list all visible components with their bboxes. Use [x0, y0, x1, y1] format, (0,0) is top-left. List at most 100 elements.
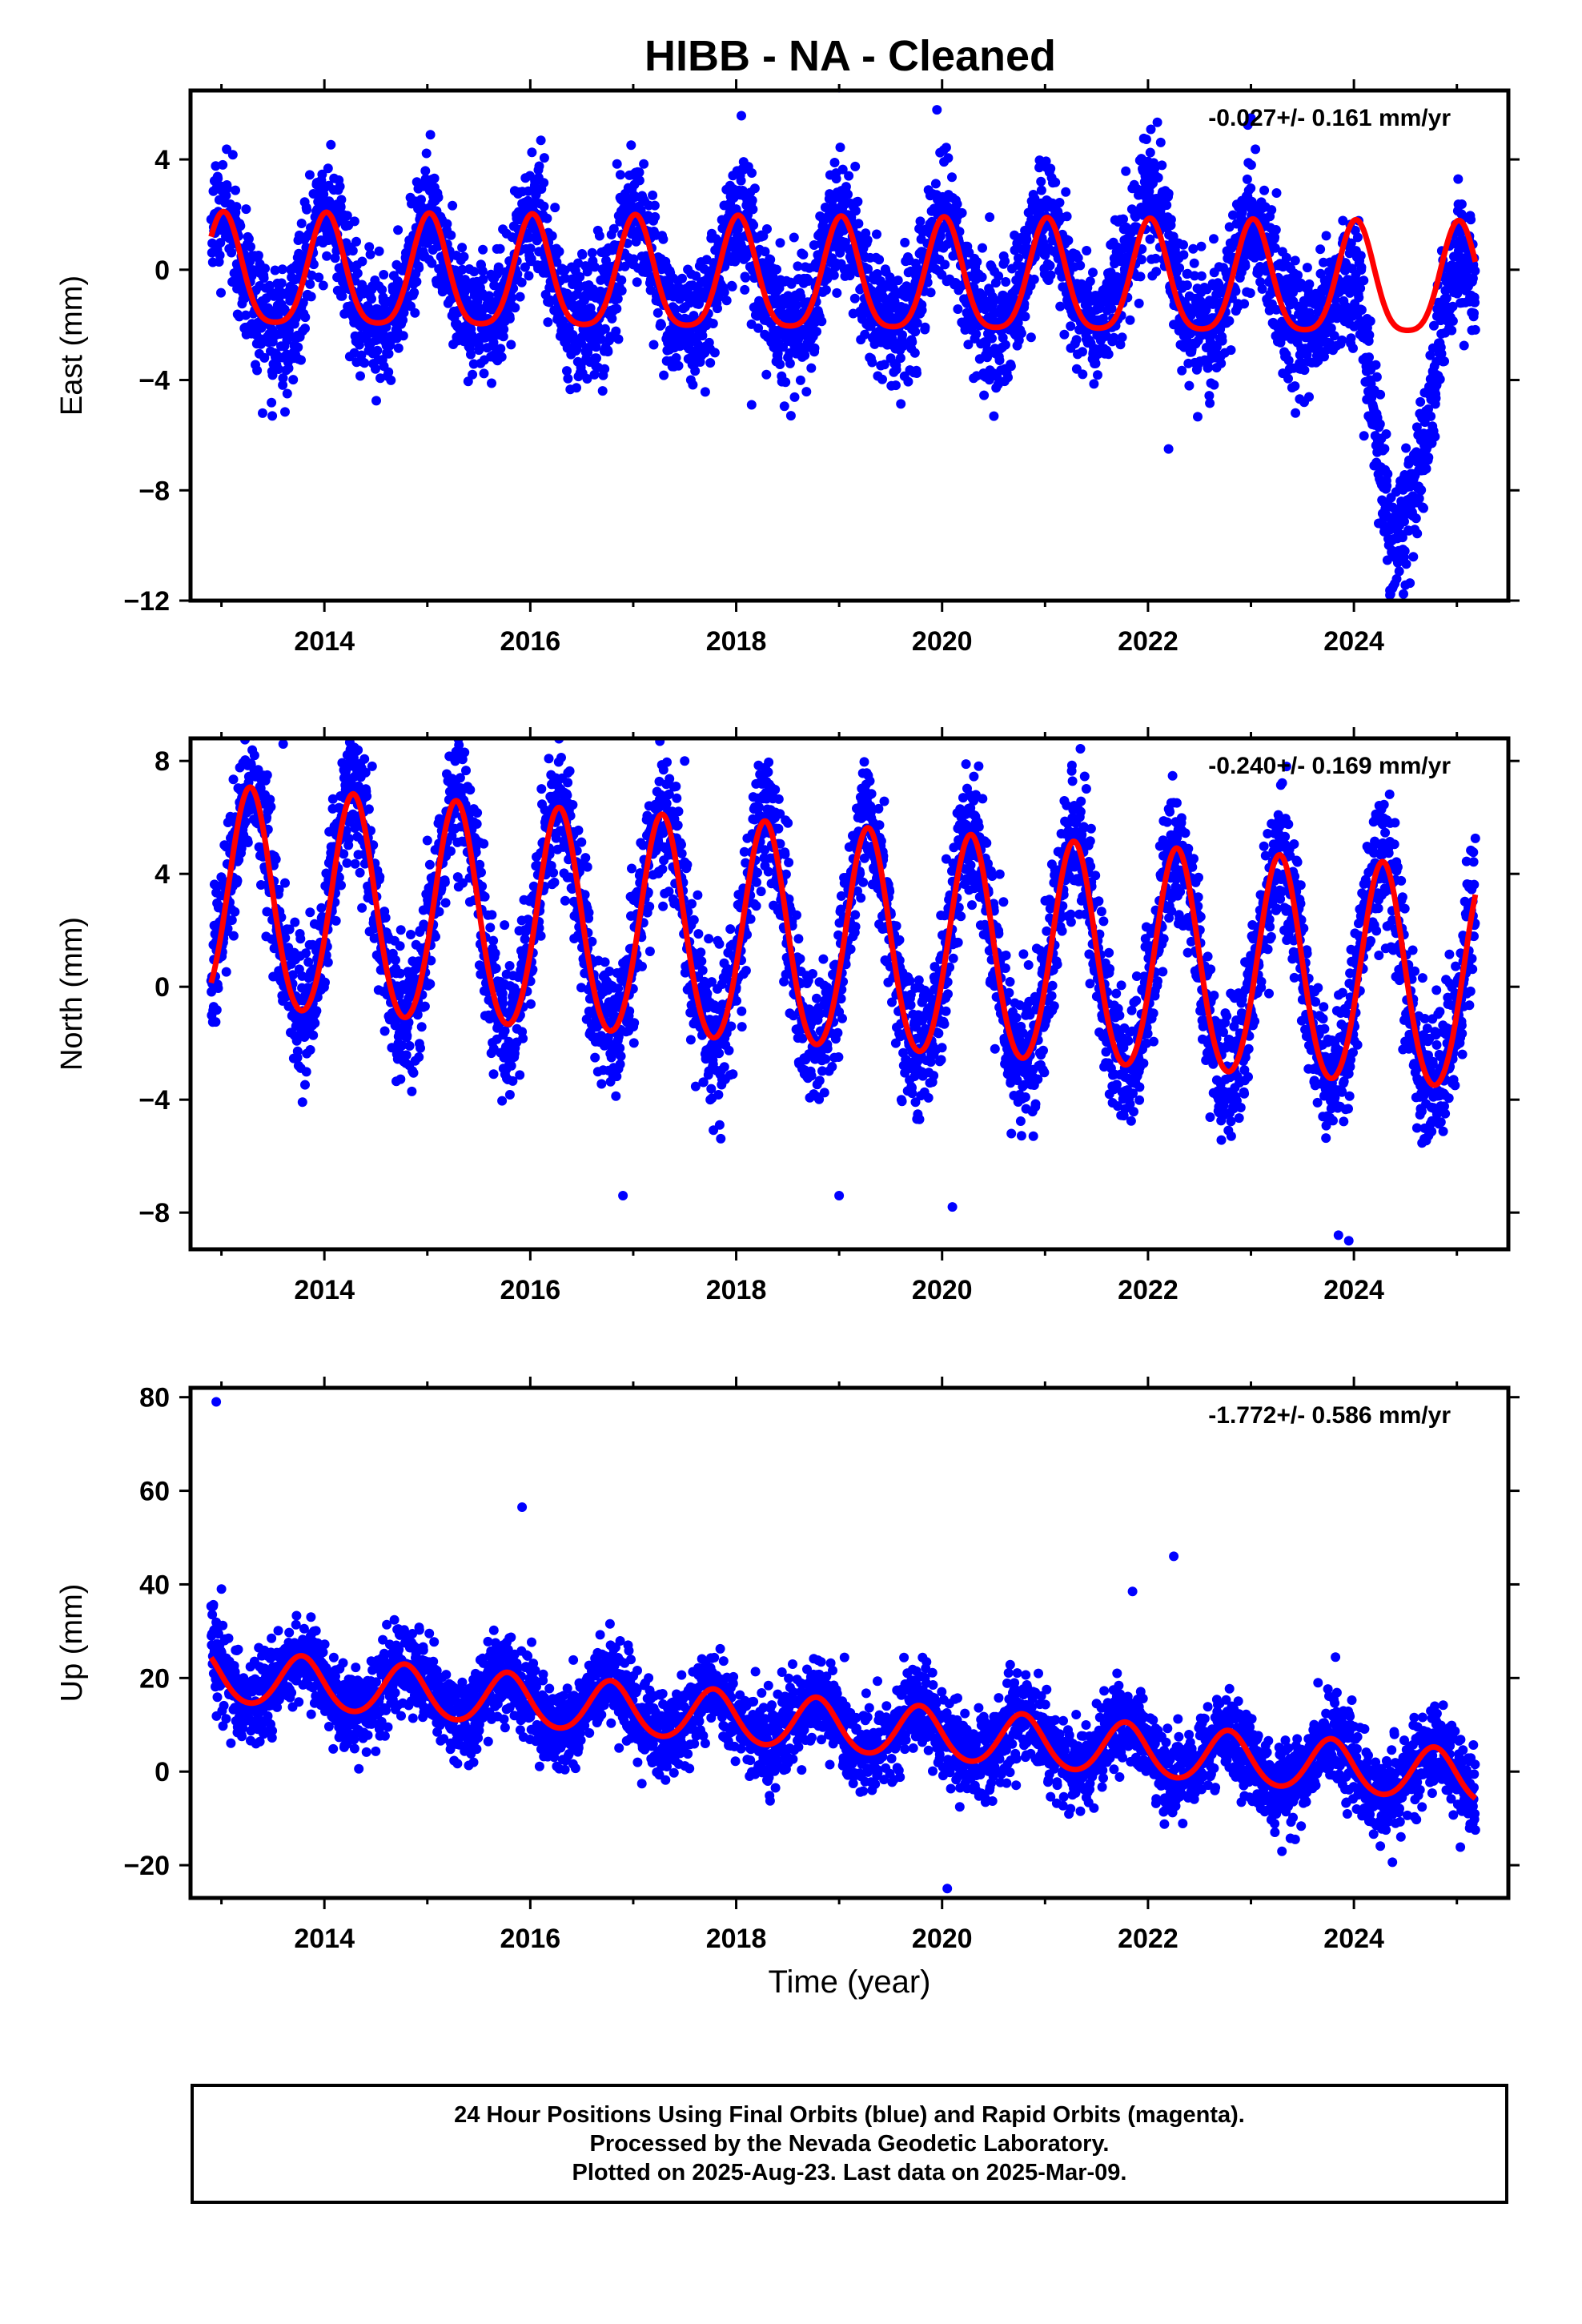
- data-point: [442, 219, 452, 229]
- data-point: [375, 872, 385, 882]
- data-point: [597, 386, 608, 396]
- data-point: [363, 804, 374, 814]
- data-point: [520, 262, 530, 272]
- data-point: [222, 183, 232, 194]
- data-point: [318, 280, 328, 291]
- data-point: [612, 159, 622, 169]
- data-point: [305, 1045, 315, 1055]
- data-point: [628, 254, 639, 264]
- data-point: [891, 364, 901, 375]
- data-point: [524, 232, 534, 243]
- data-point: [1121, 166, 1131, 176]
- data-points: [206, 90, 1480, 601]
- x-tick-label: 2022: [1118, 626, 1178, 657]
- data-point: [779, 401, 789, 412]
- data-point: [398, 331, 408, 341]
- data-point: [829, 270, 839, 280]
- data-point: [658, 234, 669, 244]
- data-point: [1382, 480, 1392, 491]
- y-tick-label: −12: [123, 586, 170, 617]
- data-point: [963, 340, 974, 350]
- data-point: [863, 263, 873, 274]
- data-point: [634, 175, 644, 186]
- data-point: [478, 274, 488, 284]
- data-point: [457, 243, 468, 253]
- data-point: [930, 179, 941, 189]
- data-point: [860, 329, 870, 340]
- data-point: [749, 220, 759, 231]
- data-point: [1125, 315, 1135, 325]
- data-point: [634, 167, 644, 178]
- data-point: [507, 292, 517, 303]
- data-point: [1046, 163, 1056, 174]
- data-point: [773, 348, 783, 359]
- data-point: [589, 262, 600, 272]
- data-point: [709, 348, 720, 358]
- data-point: [308, 259, 319, 270]
- data-point: [1166, 215, 1176, 225]
- data-point: [849, 293, 860, 304]
- data-point: [277, 264, 287, 275]
- data-point: [947, 172, 957, 183]
- data-point: [1224, 316, 1235, 326]
- data-point: [616, 275, 627, 285]
- data-point: [740, 284, 750, 295]
- data-point: [900, 237, 910, 247]
- data-point: [320, 977, 330, 987]
- data-point: [1281, 252, 1291, 263]
- data-point: [1001, 277, 1011, 287]
- data-point: [1217, 336, 1227, 346]
- data-point: [1315, 244, 1326, 255]
- data-point: [468, 369, 478, 380]
- data-point: [379, 270, 389, 279]
- data-point: [323, 163, 333, 174]
- data-point: [353, 745, 363, 755]
- data-point: [650, 211, 661, 222]
- data-point: [305, 907, 315, 918]
- data-point: [645, 285, 656, 296]
- data-point: [1290, 255, 1300, 266]
- data-point: [677, 273, 687, 283]
- data-point: [1430, 432, 1440, 442]
- data-point: [762, 224, 772, 234]
- data-point: [416, 195, 426, 205]
- data-point: [1259, 185, 1270, 195]
- data-point: [1346, 333, 1356, 344]
- data-point: [671, 352, 681, 363]
- data-point: [249, 750, 259, 761]
- data-point: [1354, 292, 1364, 303]
- data-point: [589, 369, 600, 380]
- data-point: [727, 281, 737, 292]
- data-point: [1383, 468, 1393, 479]
- data-point: [896, 399, 906, 409]
- data-point: [912, 263, 922, 273]
- data-point: [383, 367, 394, 377]
- data-point: [421, 148, 432, 159]
- data-point: [616, 286, 627, 296]
- data-point: [316, 903, 327, 913]
- data-point: [749, 183, 760, 194]
- data-point: [785, 358, 795, 368]
- data-point: [595, 286, 605, 296]
- data-point: [1188, 243, 1199, 254]
- data-point: [495, 243, 505, 254]
- data-point: [895, 353, 905, 364]
- data-point: [845, 271, 855, 281]
- data-point: [953, 304, 963, 314]
- data-point: [1141, 135, 1151, 144]
- data-point: [296, 355, 306, 365]
- data-point: [1399, 546, 1410, 557]
- data-point: [835, 143, 845, 152]
- data-point: [515, 292, 525, 302]
- data-point: [1470, 297, 1480, 308]
- data-point: [301, 948, 311, 959]
- data-point: [1257, 283, 1267, 294]
- data-point: [1426, 411, 1436, 421]
- data-point: [547, 231, 557, 241]
- data-point: [1246, 183, 1256, 193]
- data-point: [288, 375, 299, 385]
- data-point: [379, 1026, 390, 1036]
- data-point: [343, 834, 354, 844]
- data-point: [1375, 389, 1386, 400]
